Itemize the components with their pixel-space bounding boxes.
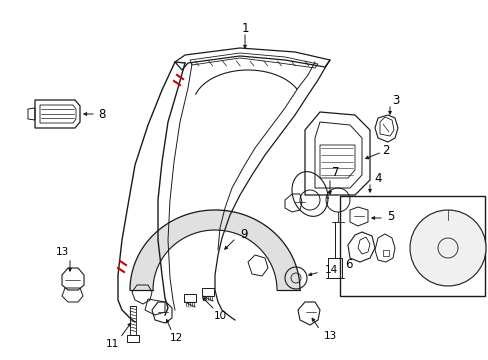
Text: 4: 4 <box>373 171 381 184</box>
Text: 7: 7 <box>331 166 339 179</box>
Circle shape <box>409 210 485 286</box>
Text: 6: 6 <box>345 258 352 271</box>
Text: 14: 14 <box>325 265 338 275</box>
Text: 10: 10 <box>213 311 226 321</box>
Text: 13: 13 <box>55 247 68 257</box>
Text: 13: 13 <box>324 331 337 341</box>
Text: 1: 1 <box>241 22 248 35</box>
Text: 9: 9 <box>240 228 247 240</box>
Text: 11: 11 <box>105 339 119 349</box>
Text: 8: 8 <box>98 108 105 121</box>
Text: 12: 12 <box>169 333 182 343</box>
Text: 3: 3 <box>391 94 399 107</box>
Polygon shape <box>130 210 299 290</box>
Bar <box>339 196 484 296</box>
Text: 2: 2 <box>382 144 389 157</box>
Text: 5: 5 <box>386 210 393 222</box>
